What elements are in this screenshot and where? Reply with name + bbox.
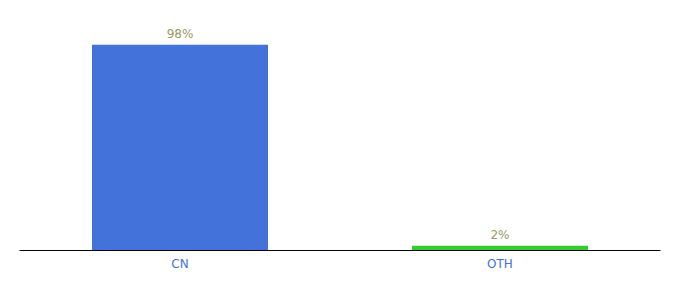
svg-text:2%: 2% [490, 228, 509, 242]
svg-text:OTH: OTH [487, 257, 513, 271]
svg-text:CN: CN [171, 257, 188, 271]
svg-text:98%: 98% [167, 27, 194, 41]
